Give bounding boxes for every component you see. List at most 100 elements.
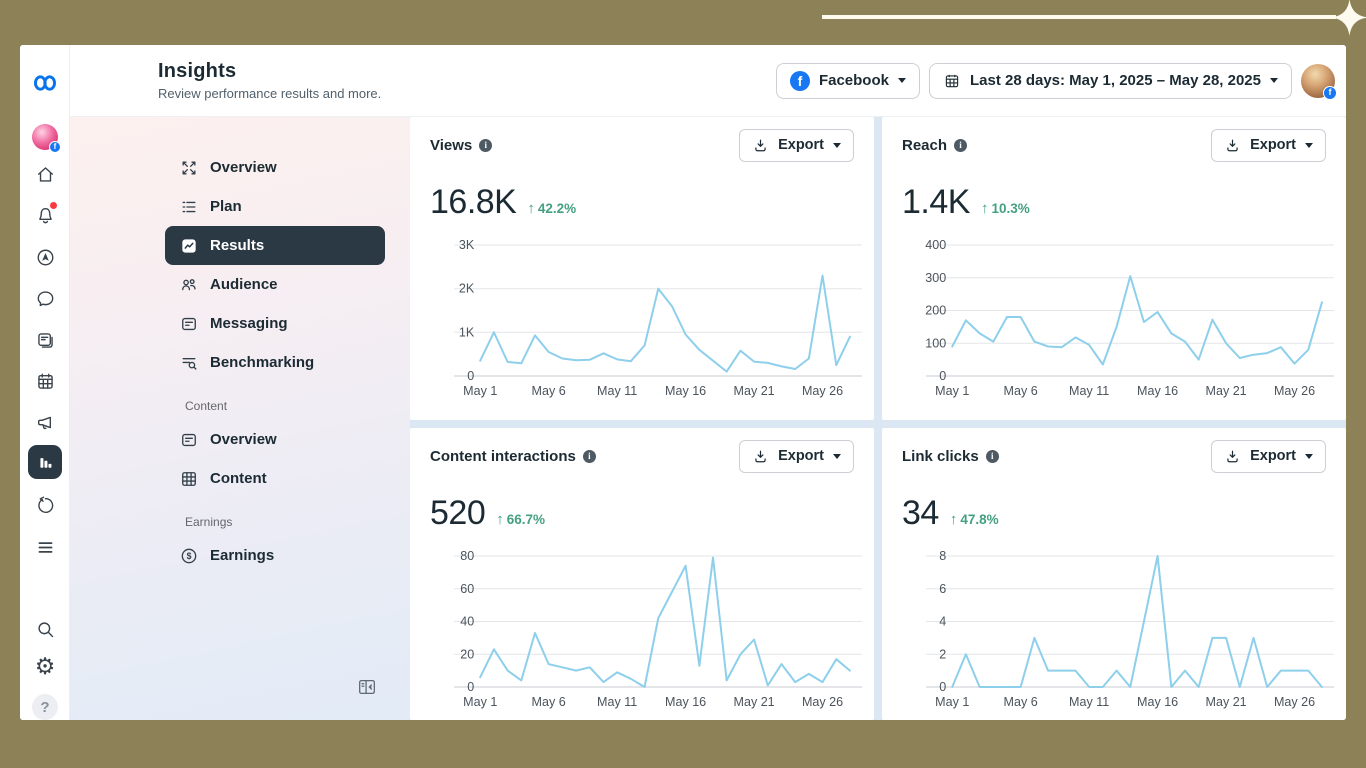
- svg-text:May 1: May 1: [463, 384, 497, 398]
- card-title: Link clicks: [902, 447, 979, 465]
- nav-item-overview[interactable]: Overview: [165, 148, 385, 187]
- nav-item-content-overview[interactable]: Overview: [165, 420, 385, 459]
- svg-text:May 26: May 26: [802, 695, 843, 709]
- views-card: Views i Export 16.8K ↑ 42.2% 0 1K 2K 3K May …: [410, 117, 874, 420]
- chevron-down-icon: [1270, 78, 1278, 83]
- info-icon[interactable]: i: [954, 138, 968, 152]
- chat-icon[interactable]: [31, 284, 59, 312]
- decorative-line: [822, 15, 1336, 19]
- up-arrow-icon: ↑: [527, 200, 535, 217]
- collapse-panel-icon: [359, 679, 375, 695]
- nav-label: Messaging: [210, 315, 288, 332]
- help-icon[interactable]: ?: [31, 693, 59, 720]
- nav-section-content: Content: [185, 399, 228, 413]
- insights-icon-selected[interactable]: [28, 445, 62, 479]
- platform-label: Facebook: [818, 72, 889, 89]
- avatar: f: [32, 124, 61, 153]
- all-tools-menu-icon[interactable]: [31, 533, 59, 561]
- link-clicks-card: Link clicks i Export 34 ↑ 47.8% 0 2 4 6 8 May…: [882, 428, 1346, 720]
- nav-label: Plan: [210, 198, 242, 215]
- svg-text:May 6: May 6: [1004, 384, 1038, 398]
- svg-text:100: 100: [925, 336, 946, 350]
- business-avatar[interactable]: f: [31, 123, 61, 153]
- search-icon[interactable]: [31, 615, 59, 643]
- svg-text:0: 0: [939, 369, 946, 383]
- svg-text:May 6: May 6: [532, 695, 566, 709]
- nav-item-benchmarking[interactable]: Benchmarking: [165, 343, 385, 382]
- svg-text:May 6: May 6: [532, 384, 566, 398]
- nav-item-results-selected[interactable]: Results: [165, 226, 385, 265]
- app-window: f: [20, 45, 1346, 720]
- svg-text:200: 200: [925, 304, 946, 318]
- nav-label: Results: [210, 237, 265, 254]
- up-arrow-icon: ↑: [496, 511, 504, 528]
- svg-text:2K: 2K: [459, 282, 475, 296]
- page-subtitle: Review performance results and more.: [158, 86, 382, 101]
- metric-value: 1.4K: [902, 183, 970, 221]
- planner-calendar-icon[interactable]: [31, 367, 59, 395]
- nav-item-messaging[interactable]: Messaging: [165, 304, 385, 343]
- settings-gear-icon[interactable]: ⚙: [34, 652, 56, 679]
- info-icon[interactable]: i: [985, 449, 999, 463]
- export-button[interactable]: Export: [739, 128, 854, 162]
- nav-item-content[interactable]: Content: [165, 459, 385, 498]
- export-button[interactable]: Export: [1211, 439, 1326, 473]
- insights-nav-sidebar: Overview Plan Results Audience Messaging…: [70, 117, 410, 720]
- results-trend-icon: [182, 238, 196, 253]
- svg-text:400: 400: [925, 238, 946, 252]
- content-overview-card-icon: [182, 433, 196, 446]
- facebook-badge-icon: f: [49, 141, 61, 153]
- card-title: Views: [430, 136, 473, 154]
- svg-text:May 26: May 26: [1274, 695, 1315, 709]
- up-arrow-icon: ↑: [949, 511, 958, 528]
- content-grid-icon: [182, 471, 196, 486]
- chevron-down-icon: [833, 453, 841, 459]
- posts-icon[interactable]: [31, 326, 59, 354]
- user-avatar[interactable]: f: [1301, 63, 1337, 100]
- nav-label: Overview: [210, 431, 277, 448]
- download-icon: [1227, 450, 1238, 462]
- metric-delta: ↑ 10.3%: [980, 200, 1030, 217]
- date-range-button[interactable]: Last 28 days: May 1, 2025 – May 28, 2025: [928, 62, 1292, 99]
- benchmarking-icon: [182, 357, 197, 370]
- sparkle-star-icon: [1331, 0, 1366, 36]
- svg-text:May 21: May 21: [734, 695, 775, 709]
- info-icon[interactable]: i: [582, 449, 596, 463]
- home-icon[interactable]: [31, 160, 59, 188]
- svg-text:May 11: May 11: [597, 384, 637, 398]
- activity-history-icon[interactable]: [31, 491, 59, 519]
- export-label: Export: [778, 448, 824, 464]
- svg-text:May 21: May 21: [1206, 384, 1247, 398]
- nav-item-earnings[interactable]: $ Earnings: [165, 536, 385, 575]
- svg-text:May 1: May 1: [463, 695, 497, 709]
- promotions-megaphone-icon[interactable]: [31, 408, 59, 436]
- up-arrow-icon: ↑: [980, 200, 989, 217]
- info-icon[interactable]: i: [479, 138, 493, 152]
- svg-text:May 6: May 6: [1004, 695, 1038, 709]
- nav-label: Audience: [210, 276, 278, 293]
- export-button[interactable]: Export: [739, 439, 854, 473]
- overview-expand-icon: [182, 161, 196, 174]
- export-button[interactable]: Export: [1211, 128, 1326, 162]
- reach-card: Reach i Export 1.4K ↑ 10.3% 0 100 200 300 40…: [882, 117, 1346, 420]
- platform-selector-button[interactable]: f Facebook: [775, 62, 920, 99]
- facebook-badge-icon: f: [1323, 85, 1337, 100]
- notifications-bell-icon[interactable]: [31, 201, 59, 229]
- svg-text:May 16: May 16: [665, 695, 706, 709]
- nav-item-audience[interactable]: Audience: [165, 265, 385, 304]
- ads-manager-icon[interactable]: [31, 243, 59, 271]
- svg-text:May 21: May 21: [734, 384, 775, 398]
- download-icon: [1227, 139, 1238, 151]
- meta-logo[interactable]: [31, 69, 59, 97]
- header-right: f Facebook Last 28 days: May 1, 2025 – M…: [775, 62, 1337, 100]
- svg-text:3K: 3K: [459, 238, 475, 252]
- audience-people-icon: [182, 278, 196, 290]
- svg-text:2: 2: [939, 647, 946, 661]
- icon-rail: f: [20, 45, 70, 720]
- svg-text:May 1: May 1: [935, 384, 969, 398]
- views-line-chart: 0 1K 2K 3K May 1 May 6 May 11 May 16 May 21 May 2…: [454, 238, 862, 398]
- card-title: Reach: [902, 136, 948, 154]
- nav-item-plan[interactable]: Plan: [165, 187, 385, 226]
- collapse-sidebar-button[interactable]: [356, 676, 378, 698]
- svg-text:1K: 1K: [459, 325, 475, 339]
